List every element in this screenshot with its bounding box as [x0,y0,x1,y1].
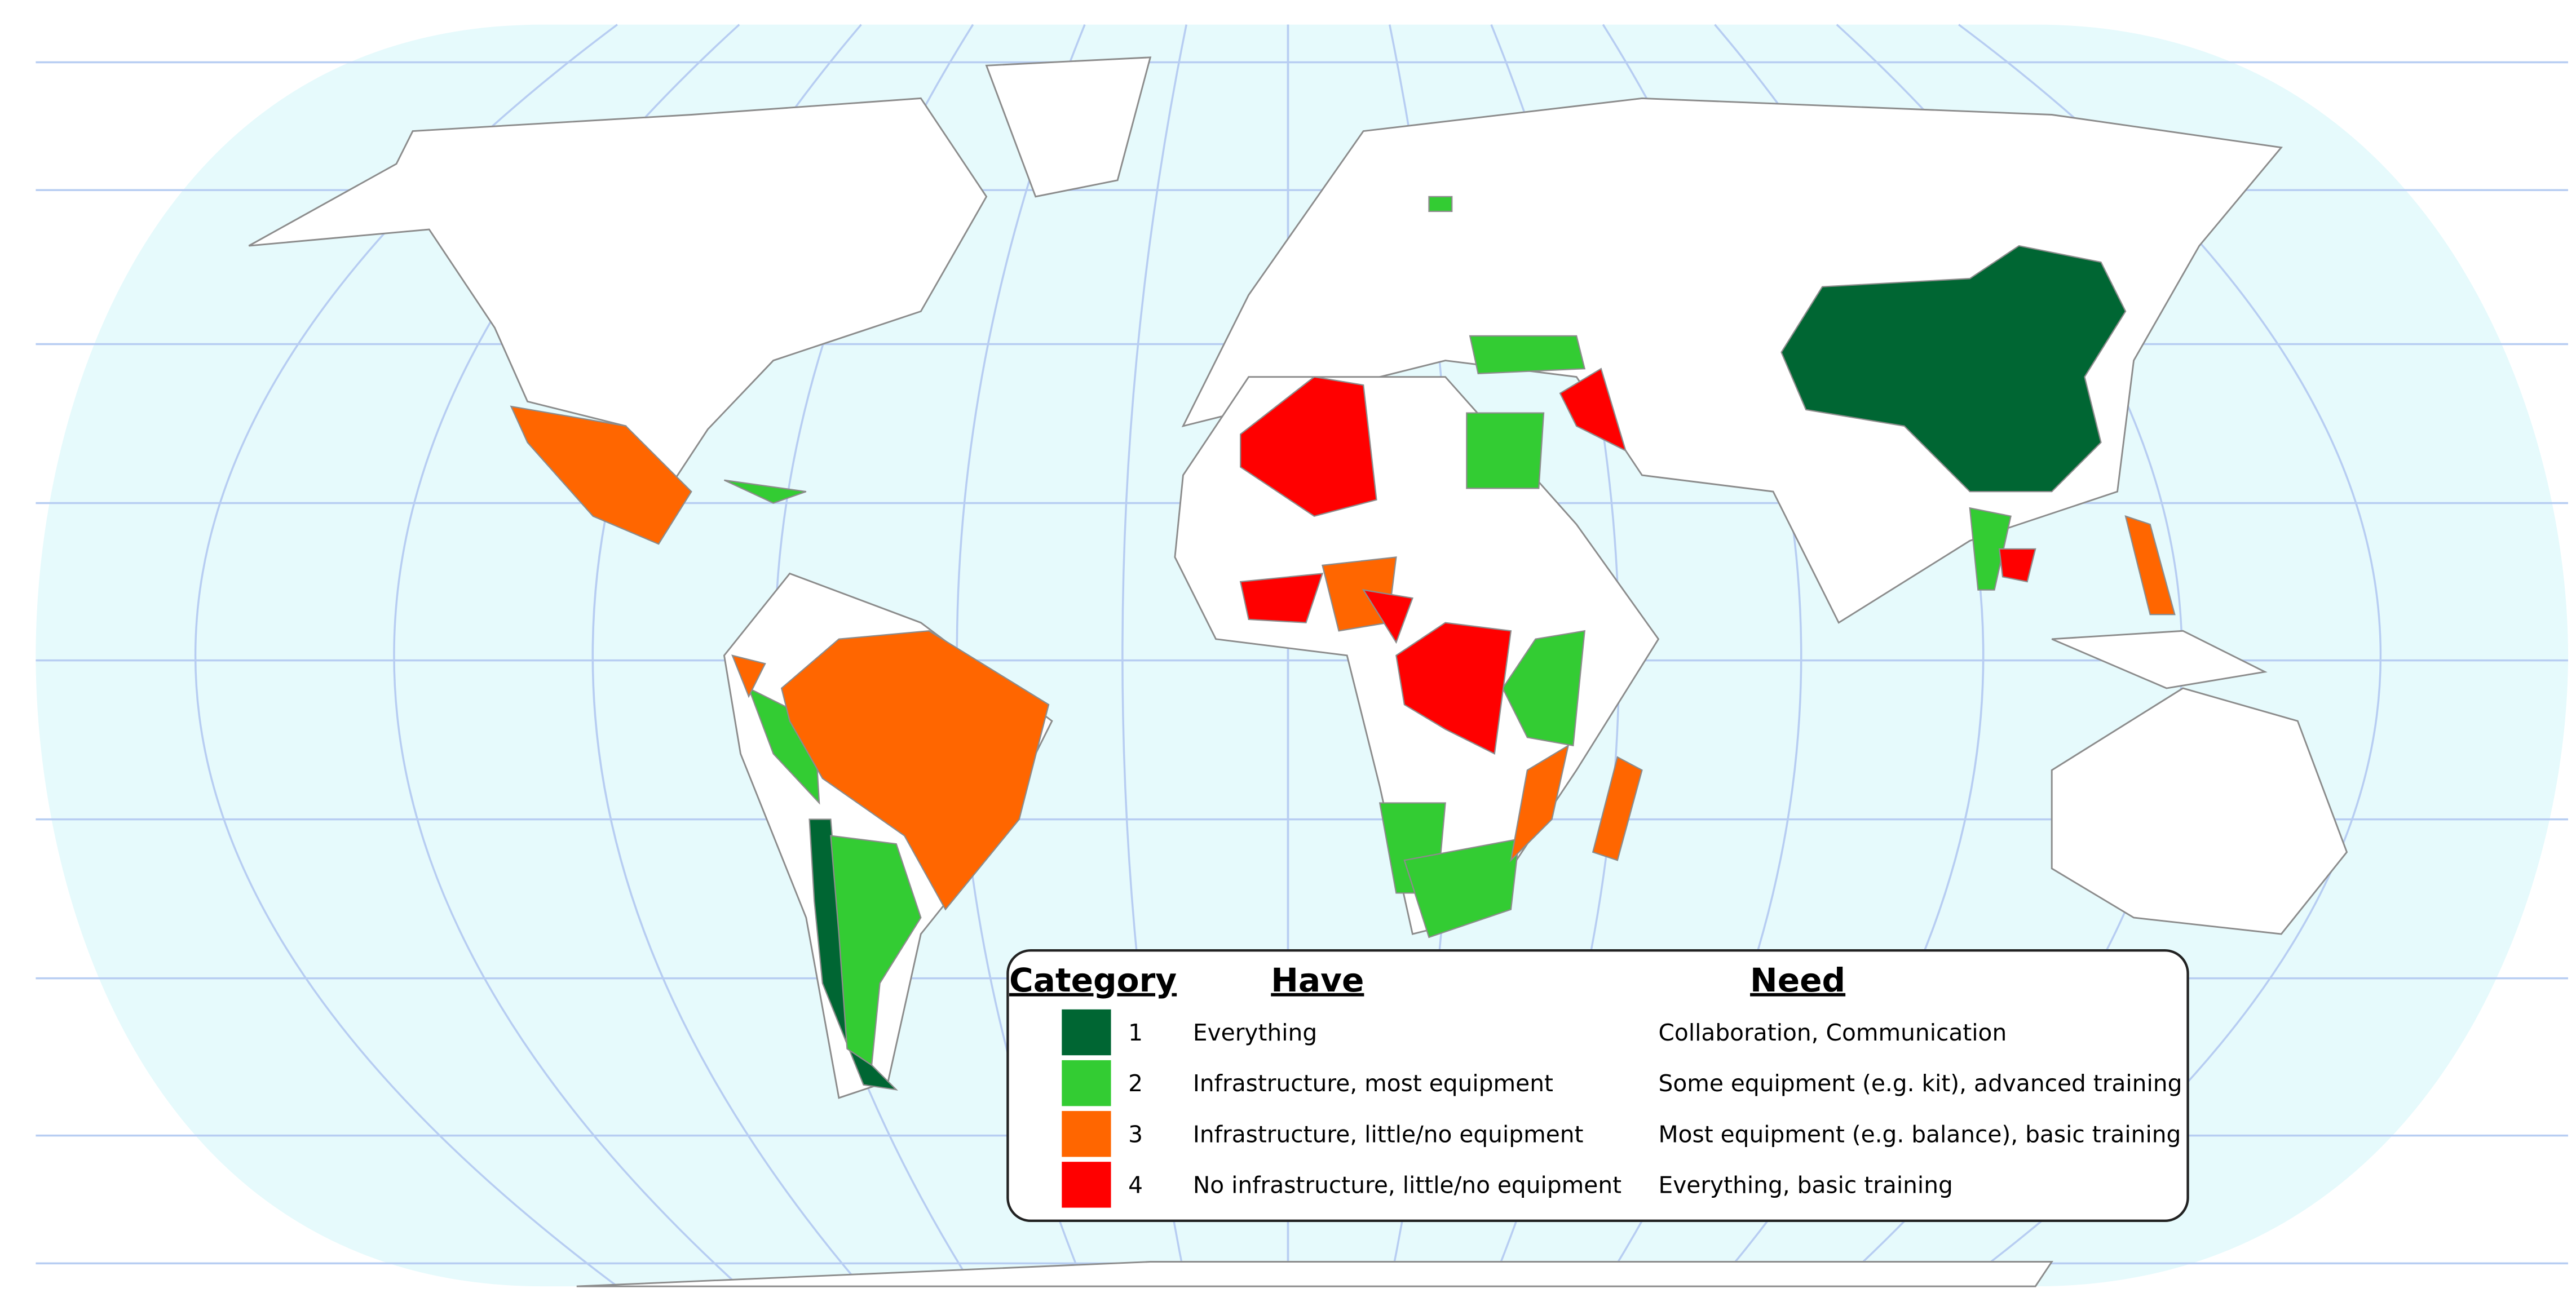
legend-header: Need [1750,961,1845,999]
country [1403,838,1520,938]
country [1510,744,1570,862]
legend-rows: 1 Everything Collaboration, Communication 2… [1062,1009,2182,1208]
legend-need: Some equipment (e.g. kit), advanced trai… [1659,1070,2182,1097]
country [1592,756,1643,861]
legend-swatch [1062,1060,1111,1106]
country [510,405,692,545]
legend-category: 2 [1128,1070,1143,1097]
country [1240,376,1377,517]
country [1395,622,1512,755]
legend-need: Collaboration, Communication [1659,1019,2007,1046]
country [1559,368,1627,452]
legend-swatch [1062,1162,1111,1208]
legend-category: 4 [1128,1171,1143,1198]
legend-box [1006,949,2189,1223]
country [2124,515,2176,616]
legend-have: Everything [1193,1019,1317,1046]
country [1428,196,1453,212]
legend-have: No infrastructure, little/no equipment [1193,1171,1621,1198]
legend-header: Have [1271,961,1364,999]
legend-category: 1 [1128,1019,1143,1046]
legend-need: Everything, basic training [1659,1171,1953,1198]
country [723,479,807,504]
legend-have: Infrastructure, most equipment [1193,1070,1553,1097]
legend-category: 3 [1128,1121,1143,1148]
country [1362,589,1414,644]
country [1501,630,1586,747]
country [1466,412,1545,489]
country [731,654,766,698]
country [780,630,1050,911]
legend-have: Infrastructure, little/no equipment [1193,1121,1584,1148]
country [1469,335,1586,375]
legend-need: Most equipment (e.g. balance), basic tra… [1659,1121,2181,1148]
countries [510,196,2176,1091]
legend-swatch [1062,1009,1111,1056]
legend-swatch [1062,1111,1111,1157]
country [1239,573,1324,623]
country [1780,245,2127,493]
country [1998,548,2036,583]
country [830,835,922,1066]
country [1969,507,2012,591]
legend-header: Category [1009,961,1177,999]
